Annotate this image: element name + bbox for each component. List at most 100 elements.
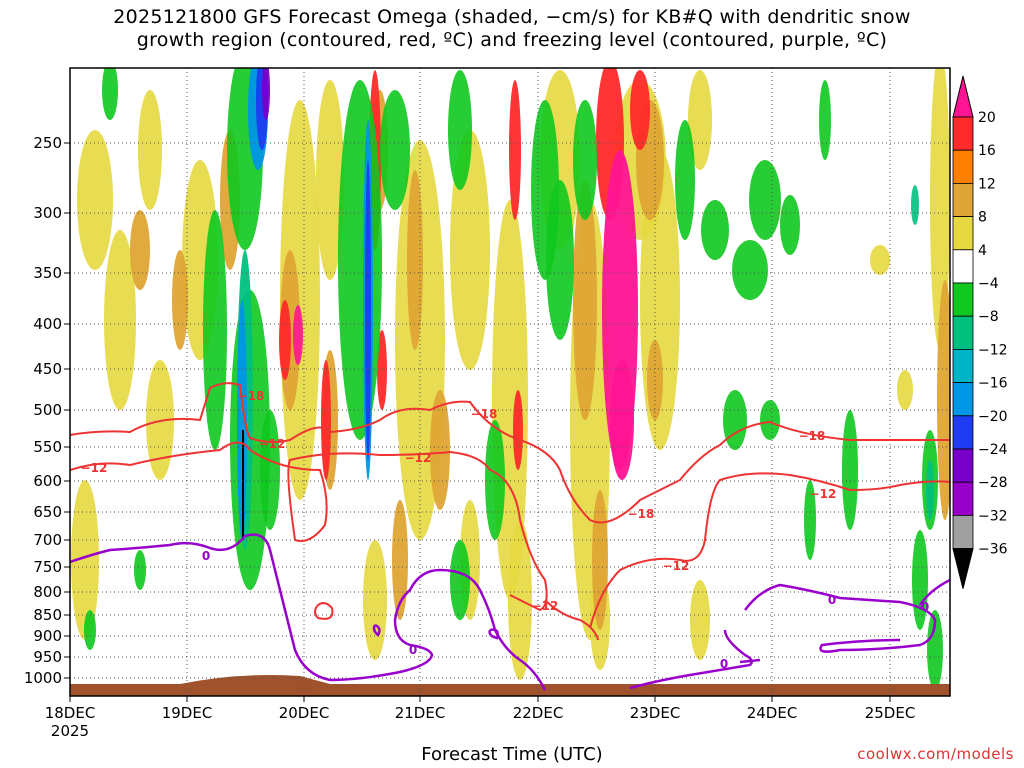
colorbar-label: −16 [978,376,1008,392]
colorbar-segment [952,216,974,251]
omega-blob [102,68,118,120]
colorbar-segment [952,448,974,483]
colorbar-label: −20 [978,409,1008,425]
omega-blob [237,300,247,540]
colorbar-label: −12 [978,342,1008,358]
omega-blob [749,160,781,240]
omega-blob [688,70,712,170]
colorbar-label: 20 [978,110,996,126]
y-tick-label: 750 [33,558,62,576]
omega-blob [804,480,816,560]
omega-blob [377,330,387,410]
omega-blob [77,130,113,270]
x-axis: 18DEC 19DEC 20DEC 21DEC 22DEC 23DEC 24DEC 25DEC… [45,696,916,740]
omega-blob [937,280,950,520]
x-tick-label: 19DEC [162,704,213,722]
y-tick-label: 700 [33,531,62,549]
x-tick-label: 18DEC [45,704,96,722]
x-tick-label: 20DEC [279,704,330,722]
omega-blob [134,550,146,590]
colorbar-segment [952,249,974,284]
omega-blob [293,305,303,365]
y-tick-label: 350 [33,264,62,282]
red-contour-label: −18 [628,507,655,521]
omega-blob [450,540,470,620]
omega-blob [260,410,280,530]
omega-blob [870,245,890,275]
x-tick-label: 25DEC [865,704,916,722]
red-contour-label: −18 [799,429,826,443]
colorbar-segment [952,515,974,550]
colorbar-label: −28 [978,475,1008,491]
y-tick-label: 600 [33,472,62,490]
y-axis: 250 300 350 400 450 500 550 600 650 700 750 800 850 9… [24,134,70,687]
red-contour-label: −12 [532,599,559,613]
terrain-bump [180,675,330,684]
purple-contour-label: 0 [720,657,728,671]
omega-blob [407,170,423,350]
omega-blob [930,68,950,350]
colorbar-segment [952,182,974,217]
omega-blob [509,80,521,220]
omega-blob [430,390,450,510]
red-contour-label: −12 [81,461,108,475]
dgz-contour-line [70,382,950,524]
omega-blob [911,185,919,225]
colorbar-label: −24 [978,442,1008,458]
colorbar-label: 8 [978,210,987,226]
red-contour-label: −18 [471,407,498,421]
colorbar-segment [952,348,974,383]
omega-blob [927,610,943,690]
y-tick-label: 950 [33,648,62,666]
colorbar-segment [952,116,974,151]
y-tick-label: 400 [33,315,62,333]
omega-blob [71,480,99,640]
y-tick-label: 250 [33,134,62,152]
omega-blob [485,420,505,540]
colorbar-segment [952,315,974,350]
title-line-2: growth region (contoured, red, ºC) and f… [136,29,888,51]
colorbar-segment [952,282,974,317]
colorbar: 20 16 12 8 4 −4 −8 −12 −16 −20 −24 −28 −32 −36 [952,75,1008,589]
x-axis-title: Forecast Time (UTC) [421,744,603,765]
omega-blob [279,300,291,380]
omega-blob [104,230,136,410]
omega-blob [365,160,371,460]
x-year-label: 2025 [51,722,89,740]
purple-contour-label: 0 [409,643,417,657]
omega-blob [780,195,800,255]
credit-text: coolwx.com/models [857,745,1014,763]
y-tick-label: 850 [33,606,62,624]
title-line-1: 2025121800 GFS Forecast Omega (shaded, −… [113,6,911,28]
freezing-level-contour-line [739,658,761,664]
colorbar-segment [952,382,974,417]
x-tick-label: 24DEC [747,704,798,722]
colorbar-segment [952,149,974,184]
omega-blob [203,210,227,450]
omega-blob [760,400,780,440]
y-tick-label: 900 [33,627,62,645]
colorbar-label: 12 [978,176,996,192]
colorbar-label: 16 [978,143,996,159]
colorbar-segment [952,415,974,450]
omega-blob [701,200,729,260]
omega-blob [138,90,162,210]
omega-blob [321,360,331,480]
colorbar-label: 4 [978,243,987,259]
y-tick-label: 450 [33,360,62,378]
y-tick-label: 550 [33,438,62,456]
freezing-level-contour-line [629,629,753,690]
omega-blob [380,90,410,210]
x-tick-label: 22DEC [513,704,564,722]
freezing-level-contour-line [744,583,937,653]
omega-blob [573,180,597,420]
colorbar-top-arrow [952,75,974,118]
omega-blob [926,460,934,520]
terrain-band [70,684,950,696]
freezing-level-contour-line [372,623,381,637]
purple-contour-label: 0 [202,549,210,563]
omega-blob [392,500,408,620]
freezing-level-contours-purple [70,533,950,691]
red-contour-label: −12 [663,559,690,573]
